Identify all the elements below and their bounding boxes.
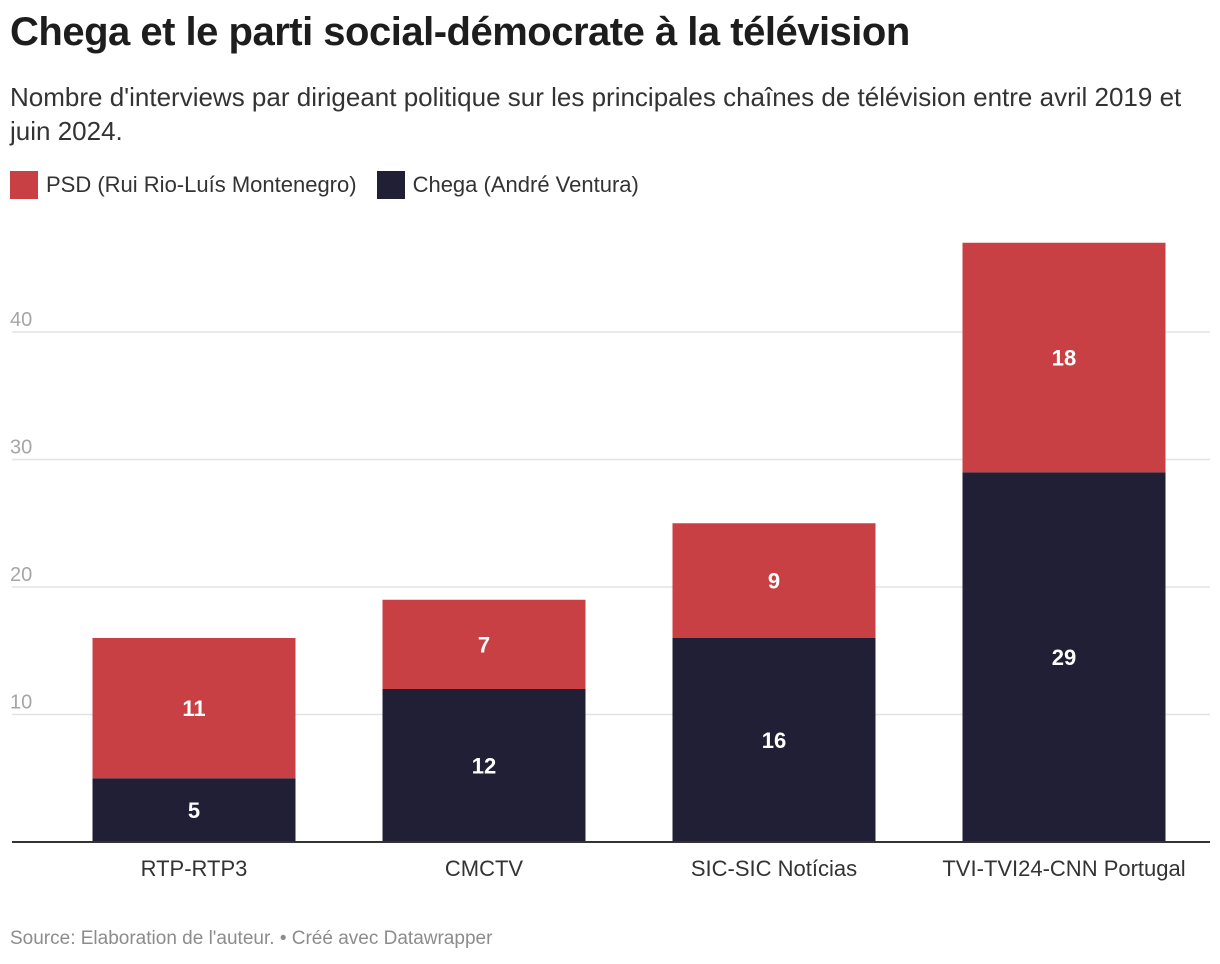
bar-chega-3 xyxy=(962,472,1166,842)
x-category-label-0: RTP-RTP3 xyxy=(141,856,248,881)
y-tick-label-20: 20 xyxy=(10,564,32,586)
y-tick-label-40: 40 xyxy=(10,309,32,331)
value-label-psd-1: 7 xyxy=(478,632,490,657)
value-label-chega-2: 16 xyxy=(762,728,786,753)
value-label-psd-2: 9 xyxy=(768,569,780,594)
value-label-psd-3: 18 xyxy=(1052,346,1076,371)
y-tick-label-10: 10 xyxy=(10,692,32,714)
bar-psd-2 xyxy=(672,523,876,638)
bar-psd-3 xyxy=(962,242,1166,473)
chart-title: Chega et le parti social-démocrate à la … xyxy=(10,10,910,54)
legend-label-psd: PSD (Rui Rio-Luís Montenegro) xyxy=(46,172,357,197)
legend-swatch-chega xyxy=(376,171,405,199)
x-category-label-3: TVI-TVI24-CNN Portugal xyxy=(942,856,1185,881)
legend-swatch-psd xyxy=(10,171,38,199)
value-label-chega-3: 29 xyxy=(1052,645,1076,670)
value-label-psd-0: 11 xyxy=(182,696,205,721)
legend-item-chega: Chega (André Ventura) xyxy=(376,171,639,199)
footer-credit: Créé avec Datawrapper xyxy=(291,928,493,949)
value-label-chega-1: 12 xyxy=(472,754,496,779)
legend-item-psd: PSD (Rui Rio-Luís Montenegro) xyxy=(10,171,357,199)
x-category-label-2: SIC-SIC Notícias xyxy=(691,856,857,881)
bar-chega-0 xyxy=(92,778,296,842)
footer-source: Source: Elaboration de l'auteur. xyxy=(10,928,275,949)
footer-separator: • xyxy=(279,928,287,949)
bar-chega-2 xyxy=(672,638,876,842)
bar-psd-0 xyxy=(92,638,296,779)
legend-label-chega: Chega (André Ventura) xyxy=(412,172,639,197)
legend: PSD (Rui Rio-Luís Montenegro) Chega (And… xyxy=(10,171,659,199)
footer: Source: Elaboration de l'auteur. • Créé … xyxy=(10,928,492,950)
bar-chega-1 xyxy=(382,689,586,842)
bar-psd-1 xyxy=(382,599,586,689)
chart-subtitle: Nombre d'interviews par dirigeant politi… xyxy=(10,82,1182,146)
y-tick-label-30: 30 xyxy=(10,437,32,459)
x-category-label-1: CMCTV xyxy=(445,856,524,881)
value-label-chega-0: 5 xyxy=(188,798,200,823)
